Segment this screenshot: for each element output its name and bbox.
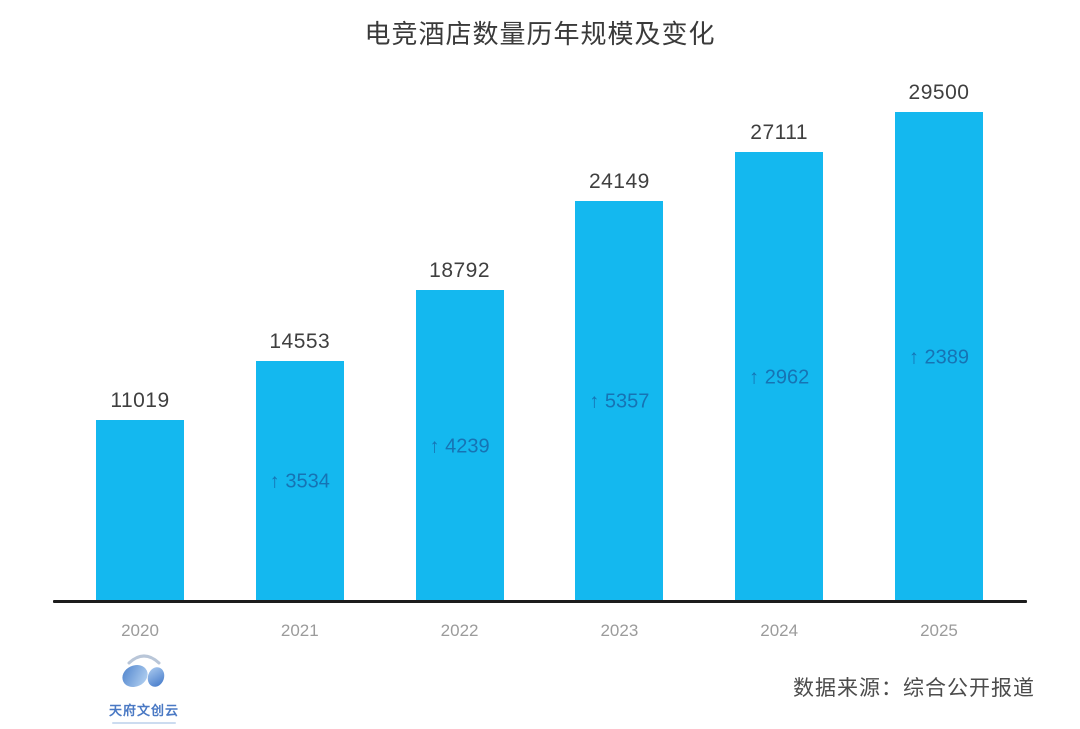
bar-group-2023: 24149 ↑ 5357: [575, 170, 664, 603]
bar-group-2021: 14553 ↑ 3534: [255, 330, 344, 603]
bar-value-label: 18792: [429, 259, 491, 282]
bar-group-2022: 18792 ↑ 4239: [415, 259, 504, 603]
x-axis-tick-2023: 2023: [600, 621, 639, 640]
data-source-text: 数据来源：综合公开报道: [793, 677, 1035, 700]
bar-change-label: ↑ 2389: [908, 346, 970, 368]
bar-group-2024: 27111 ↑ 2962: [735, 121, 824, 603]
bar-2025: ↑ 2389: [894, 112, 983, 603]
plot-area: 11019 14553 ↑ 3534 18792 ↑ 4239 24149 ↑ 5357 27…: [53, 81, 1027, 603]
x-axis-tick-2021: 2021: [280, 621, 319, 640]
bar-change-label: ↑ 3534: [269, 470, 330, 493]
bar-group-2025: 29500 ↑ 2389: [894, 81, 983, 603]
bar-value-label: 11019: [110, 389, 170, 412]
bar-value-label: 14553: [269, 330, 331, 353]
bar-2023: ↑ 5357: [575, 201, 664, 603]
logo-tagline: [112, 722, 176, 724]
bar-value-label: 24149: [588, 170, 650, 193]
bar-2024: ↑ 2962: [735, 152, 824, 603]
x-axis-tick-2022: 2022: [440, 621, 479, 640]
bar-2020: [96, 420, 184, 603]
x-axis-tick-2020: 2020: [121, 621, 159, 640]
x-axis-tick-2024: 2024: [760, 621, 799, 640]
bar-change-label: ↑ 5357: [589, 390, 650, 413]
x-axis-line: [53, 600, 1027, 603]
x-axis-tick-2025: 2025: [920, 621, 958, 640]
x-axis-labels: 2020 2021 2022 2023 2024 2025: [53, 621, 1027, 641]
bar-group-2020: 11019: [96, 389, 184, 603]
bar-change-label: ↑ 2962: [749, 366, 810, 388]
chart-title: 电竞酒店数量历年规模及变化: [364, 19, 716, 49]
bar-value-label: 29500: [908, 81, 970, 104]
bar-2022: ↑ 4239: [415, 290, 504, 603]
bar-value-label: 27111: [750, 121, 809, 144]
bar-2021: ↑ 3534: [255, 361, 344, 603]
logo: 天府文创云: [102, 650, 186, 724]
bar-change-label: ↑ 4239: [429, 435, 490, 457]
logo-text: 天府文创云: [108, 703, 179, 718]
panda-headphones-icon: [118, 654, 170, 698]
